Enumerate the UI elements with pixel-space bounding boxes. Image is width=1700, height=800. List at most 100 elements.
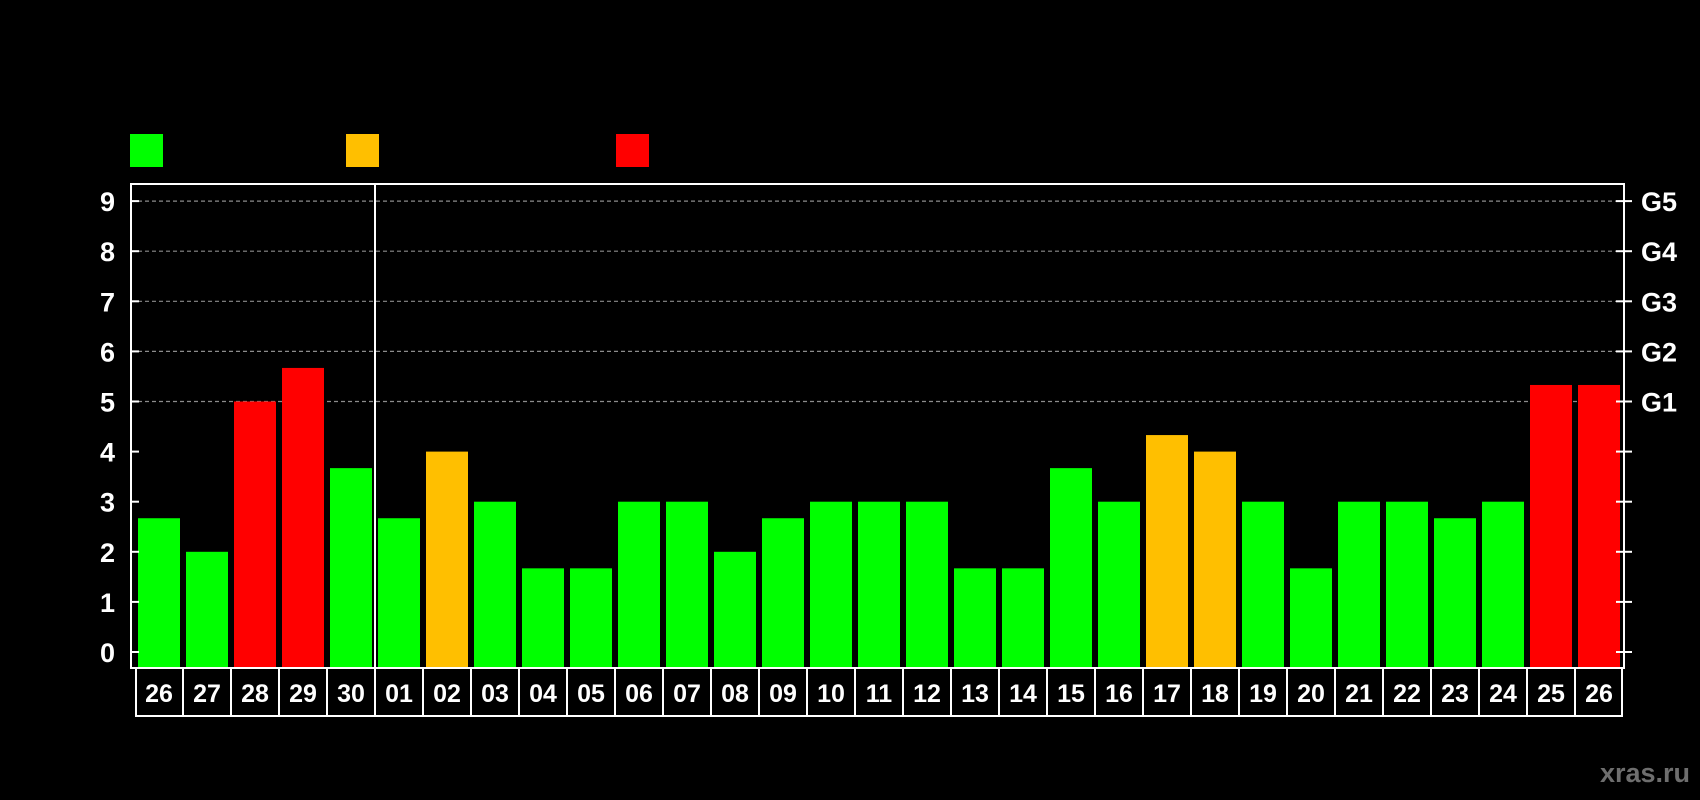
y-tick-label: 8 [100, 237, 115, 267]
bar-quiet [522, 568, 564, 668]
watermark: xras.ru [1600, 758, 1690, 788]
bar-quiet [1290, 568, 1332, 668]
y-tick-label: 2 [100, 538, 115, 568]
bar-quiet [330, 468, 372, 668]
right-axis: G1 G2 G3 G4 G5 [1616, 187, 1677, 653]
bar-quiet [810, 501, 852, 668]
storm-tick-label-g3: G3 [1641, 287, 1677, 317]
x-tick-label: 12 [913, 680, 941, 708]
x-tick-label: 21 [1345, 680, 1373, 708]
x-tick-label: 09 [769, 680, 797, 708]
bar-quiet [570, 568, 612, 668]
level-legend: — quiet — disturbed — geomagnetic storm [130, 134, 927, 167]
legend-swatch-storm [616, 134, 649, 167]
storm-tick-label-g2: G2 [1641, 337, 1677, 367]
bar-quiet [1338, 501, 1380, 668]
bar-quiet [714, 551, 756, 668]
bar-storm [234, 401, 276, 668]
x-tick-label: 17 [1153, 680, 1181, 708]
bar-quiet [1098, 501, 1140, 668]
x-tick-label: 03 [481, 680, 509, 708]
x-tick-label: 22 [1393, 680, 1421, 708]
x-tick-label: 16 [1105, 680, 1133, 708]
storm-tick-label-g5: G5 [1641, 187, 1677, 217]
x-axis-label: December 2024 [892, 740, 1105, 772]
bar-quiet [1434, 518, 1476, 668]
legend-swatch-quiet [130, 134, 163, 167]
storm-level-g5: G5 — extreme storm [1227, 144, 1472, 172]
x-tick-label: 29 [289, 680, 317, 708]
y-tick-label: 3 [100, 488, 115, 518]
storm-level-g4: G4 — severe storm [1227, 112, 1455, 140]
x-tick-label: 13 [961, 680, 989, 708]
y-tick-label: 9 [100, 187, 115, 217]
bar-quiet [378, 518, 420, 668]
x-tick-label: 05 [577, 680, 605, 708]
x-tick-label: 01 [385, 680, 413, 708]
legend-label-storm: — geomagnetic storm [664, 136, 927, 164]
bar-quiet [906, 501, 948, 668]
x-axis: 26 27 28 29 30 01 02 03 04 05 06 07 08 09 10 11 12 13 14 15… [135, 667, 1623, 717]
x-tick-label: 30 [337, 680, 365, 708]
storm-tick-label-g1: G1 [1641, 388, 1677, 418]
grid-lines [131, 184, 1624, 668]
bar-quiet [1386, 501, 1428, 668]
y-tick-label: 5 [100, 388, 115, 418]
x-tick-label: 25 [1537, 680, 1565, 708]
bar-storm [1530, 384, 1572, 668]
x-tick-label: 06 [625, 680, 653, 708]
x-tick-label: 07 [673, 680, 701, 708]
bar-quiet [1002, 568, 1044, 668]
chart-subtitle: Magnetosphere [130, 85, 322, 115]
x-tick-label: 24 [1489, 680, 1517, 708]
storm-tick-label-g4: G4 [1641, 237, 1677, 267]
x-tick-label: 26 [145, 680, 173, 708]
x-tick-label: 11 [866, 680, 893, 708]
bar-storm [282, 367, 324, 668]
x-tick-label: 02 [433, 680, 461, 708]
legend-label-disturbed: — disturbed [394, 136, 540, 164]
bar-quiet [1482, 501, 1524, 668]
bar-quiet [954, 568, 996, 668]
y-axis-label: Kp [43, 413, 82, 445]
bar-quiet [138, 518, 180, 668]
day-label-strip [135, 667, 1623, 717]
x-tick-label: 19 [1249, 680, 1277, 708]
x-tick-label: 27 [193, 680, 221, 708]
y-tick-label: 7 [100, 287, 115, 317]
x-tick-label: 23 [1441, 680, 1469, 708]
storm-scale-legend: G1 — minor storm G2 — moderate storm G3 … [1227, 16, 1488, 172]
bar-disturbed [426, 451, 468, 668]
x-tick-label: 04 [529, 680, 557, 708]
x-tick-label: 15 [1057, 680, 1085, 708]
bar-quiet [1050, 468, 1092, 668]
y-tick-label: 0 [100, 638, 115, 668]
bar-disturbed [1146, 435, 1188, 668]
bar-quiet [666, 501, 708, 668]
storm-level-g3: G3 — strong storm [1227, 80, 1453, 108]
legend-swatch-disturbed [346, 134, 379, 167]
y-tick-label: 6 [100, 337, 115, 367]
bar-quiet [186, 551, 228, 668]
x-tick-label: 10 [817, 680, 845, 708]
chart-title: Geomagnetic Forecast for a month, Chakap… [130, 22, 981, 55]
bar-quiet [858, 501, 900, 668]
y-tick-label: 4 [100, 438, 115, 468]
x-tick-label: 14 [1009, 680, 1037, 708]
bar-quiet [474, 501, 516, 668]
x-tick-label: 26 [1585, 680, 1613, 708]
y-tick-label: 1 [100, 588, 115, 618]
x-tick-label: 18 [1201, 680, 1229, 708]
bar-storm [1578, 384, 1620, 668]
bar-quiet [618, 501, 660, 668]
x-tick-label: 28 [241, 680, 269, 708]
legend-label-quiet: — quiet [178, 136, 270, 164]
storm-level-g1: G1 — minor storm [1227, 16, 1445, 44]
bar-disturbed [1194, 451, 1236, 668]
y-axis: 0 1 2 3 4 5 6 7 8 9 [100, 187, 139, 668]
x-tick-label: 20 [1297, 680, 1325, 708]
bar-quiet [1242, 501, 1284, 668]
bars [138, 367, 1620, 668]
